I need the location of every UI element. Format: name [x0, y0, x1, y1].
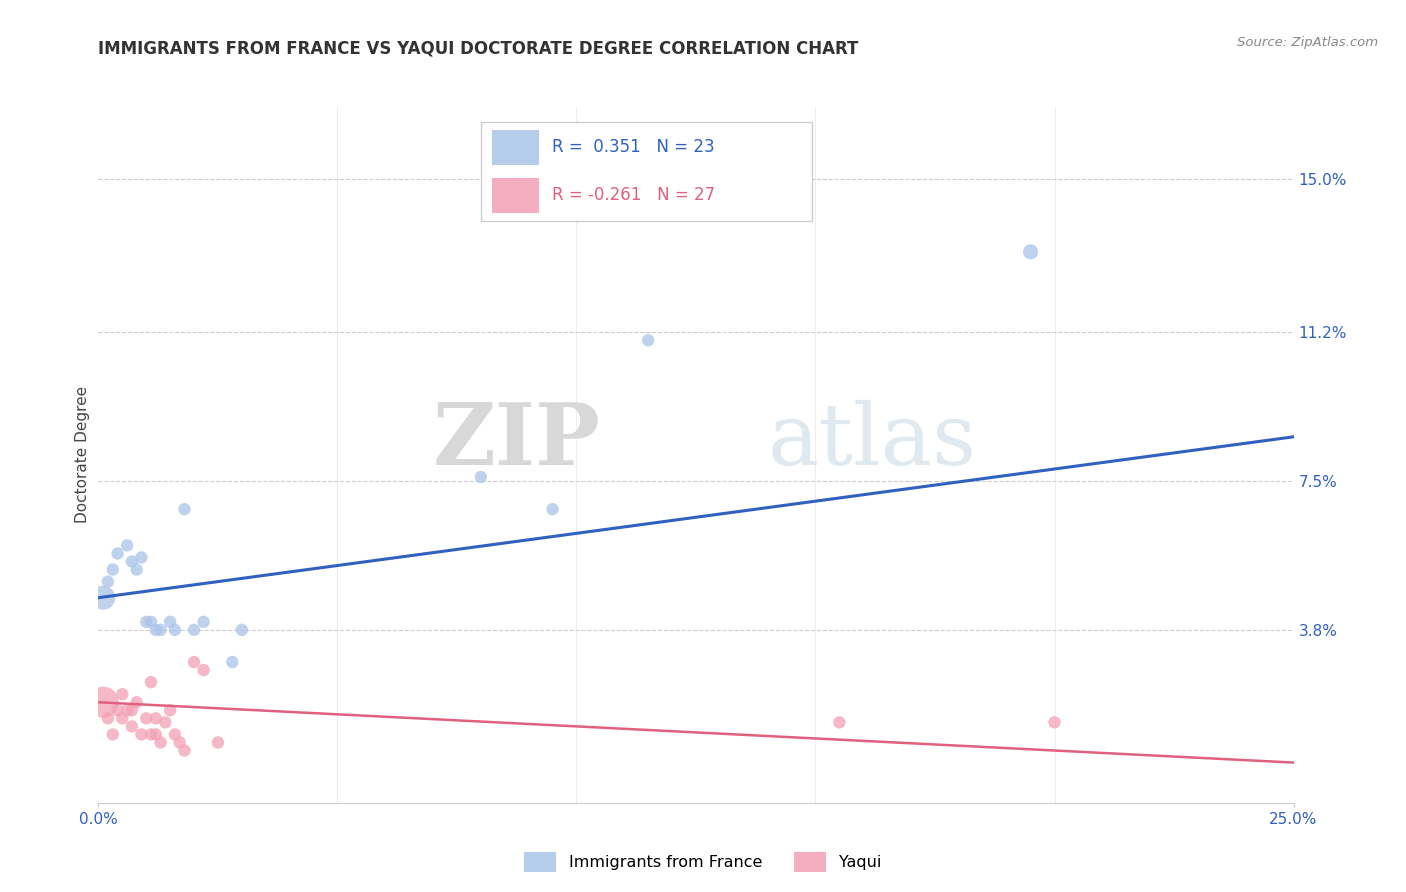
Point — [121, 703, 143, 717]
Text: Source: ZipAtlas.com: Source: ZipAtlas.com — [1237, 36, 1378, 49]
Point — [91, 591, 114, 605]
Point — [111, 711, 134, 725]
Text: IMMIGRANTS FROM FRANCE VS YAQUI DOCTORATE DEGREE CORRELATION CHART: IMMIGRANTS FROM FRANCE VS YAQUI DOCTORAT… — [98, 40, 859, 58]
Point — [221, 655, 243, 669]
Point — [149, 623, 172, 637]
Point — [163, 623, 186, 637]
Point — [121, 554, 143, 568]
Point — [193, 615, 215, 629]
Point — [91, 695, 114, 709]
Point — [1019, 244, 1042, 259]
Point — [139, 727, 162, 741]
Point — [149, 735, 172, 749]
Point — [541, 502, 564, 516]
Point — [107, 703, 129, 717]
Point — [135, 711, 157, 725]
Point — [183, 623, 205, 637]
Point — [159, 703, 181, 717]
Point — [101, 562, 124, 576]
Point — [125, 695, 148, 709]
Point — [828, 715, 851, 730]
Point — [97, 711, 120, 725]
Point — [145, 623, 167, 637]
Point — [135, 615, 157, 629]
Point — [637, 334, 659, 348]
Bar — [492, 178, 538, 212]
Point — [131, 550, 153, 565]
Bar — [492, 129, 538, 164]
Point — [115, 703, 138, 717]
Point — [145, 727, 167, 741]
Point — [115, 538, 138, 552]
Point — [97, 574, 120, 589]
Point — [121, 719, 143, 733]
Text: R = -0.261   N = 27: R = -0.261 N = 27 — [553, 186, 716, 204]
Point — [101, 727, 124, 741]
FancyBboxPatch shape — [481, 122, 813, 221]
Point — [193, 663, 215, 677]
Point — [231, 623, 253, 637]
Text: R =  0.351   N = 23: R = 0.351 N = 23 — [553, 138, 714, 156]
Text: atlas: atlas — [768, 400, 977, 483]
Point — [183, 655, 205, 669]
Legend: Immigrants from France, Yaqui: Immigrants from France, Yaqui — [516, 844, 890, 880]
Point — [169, 735, 191, 749]
Point — [155, 715, 177, 730]
Point — [107, 546, 129, 560]
Point — [1043, 715, 1066, 730]
Point — [111, 687, 134, 701]
Point — [207, 735, 229, 749]
Point — [125, 562, 148, 576]
Y-axis label: Doctorate Degree: Doctorate Degree — [75, 386, 90, 524]
Point — [139, 675, 162, 690]
Point — [131, 727, 153, 741]
Text: ZIP: ZIP — [433, 399, 600, 483]
Point — [139, 615, 162, 629]
Point — [470, 470, 492, 484]
Point — [145, 711, 167, 725]
Point — [163, 727, 186, 741]
Point — [173, 743, 195, 757]
Point — [173, 502, 195, 516]
Point — [159, 615, 181, 629]
